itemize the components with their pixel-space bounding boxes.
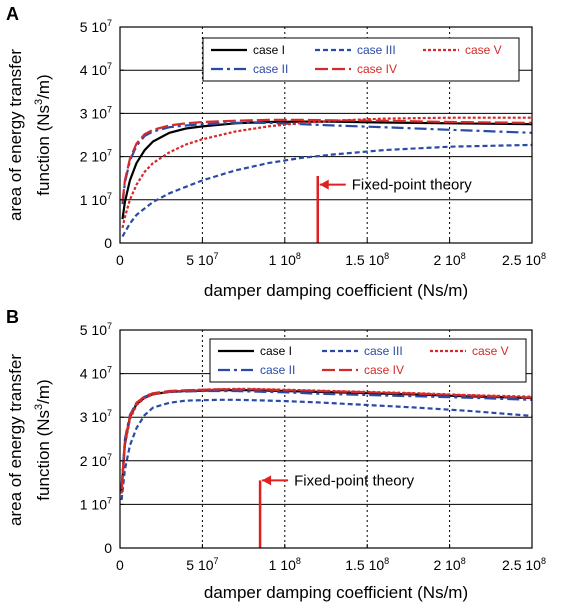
- y-tick-label: 1 107: [80, 495, 112, 512]
- y-tick-label: 4 107: [80, 365, 112, 382]
- y-tick-label: 5 107: [80, 18, 112, 35]
- legend-label: case IV: [364, 363, 404, 377]
- legend-label: case II: [253, 62, 288, 76]
- x-tick-label: 2.5 108: [502, 251, 546, 268]
- series-line-case-i: [121, 120, 533, 220]
- plot-frame: [119, 26, 533, 244]
- legend-box: [202, 37, 520, 82]
- legend-label: case III: [364, 344, 403, 358]
- x-tick-label: 5 107: [186, 556, 218, 573]
- y-axis-label-line1: area of energy transfer: [6, 354, 25, 526]
- fixed-point-label: Fixed-point theory: [294, 472, 415, 489]
- x-tick-label: 1.5 108: [345, 251, 389, 268]
- x-tick-label: 2 108: [433, 251, 465, 268]
- y-tick-label: 2 107: [80, 148, 112, 165]
- series-line-case-iii: [121, 143, 533, 238]
- legend-label: case IV: [357, 62, 397, 76]
- legend: case I case III case V case II case IV: [209, 338, 527, 383]
- x-tick-label: 0: [116, 557, 124, 573]
- y-tick-label: 3 107: [80, 408, 112, 425]
- fixed-point-arrowhead: [262, 475, 272, 486]
- series-line-case-v: [120, 387, 533, 494]
- x-tick-label: 2 108: [433, 556, 465, 573]
- y-tick-label: 0: [104, 235, 112, 251]
- y-axis-label-line2: function (Ns3/m): [33, 74, 53, 195]
- y-tick-label: 4 107: [80, 61, 112, 78]
- series-line-case-ii: [121, 121, 533, 205]
- x-axis-label: damper damping coefficient (Ns/m): [204, 583, 468, 602]
- x-tick-label: 1 108: [269, 556, 301, 573]
- y-tick-label: 1 107: [80, 191, 112, 208]
- legend-box: [209, 338, 527, 383]
- legend-label: case I: [260, 344, 292, 358]
- series-line-case-iii: [120, 398, 533, 501]
- x-tick-label: 2.5 108: [502, 556, 546, 573]
- panel-label: B: [6, 307, 19, 327]
- legend-label: case II: [260, 363, 295, 377]
- legend-label: case V: [472, 344, 509, 358]
- plot-frame: [119, 329, 533, 549]
- x-tick-label: 1 108: [269, 251, 301, 268]
- x-axis-label: damper damping coefficient (Ns/m): [204, 281, 468, 300]
- y-tick-label: 3 107: [80, 104, 112, 121]
- fixed-point-arrowhead: [319, 179, 329, 190]
- y-tick-label: 5 107: [80, 321, 112, 338]
- y-tick-label: 2 107: [80, 452, 112, 469]
- y-axis-label-line2: function (Ns3/m): [33, 379, 53, 500]
- series-line-case-v: [121, 116, 532, 229]
- x-tick-label: 5 107: [186, 251, 218, 268]
- x-tick-label: 0: [116, 252, 124, 268]
- legend-label: case V: [465, 43, 502, 57]
- legend-label: case I: [253, 43, 285, 57]
- x-tick-label: 1.5 108: [345, 556, 389, 573]
- legend: case I case III case V case II case IV: [202, 37, 520, 82]
- panel-label: A: [6, 4, 19, 24]
- y-axis-label-line1: area of energy transfer: [6, 49, 25, 221]
- y-tick-label: 0: [104, 540, 112, 556]
- legend-label: case III: [357, 43, 396, 57]
- fixed-point-label: Fixed-point theory: [352, 177, 473, 194]
